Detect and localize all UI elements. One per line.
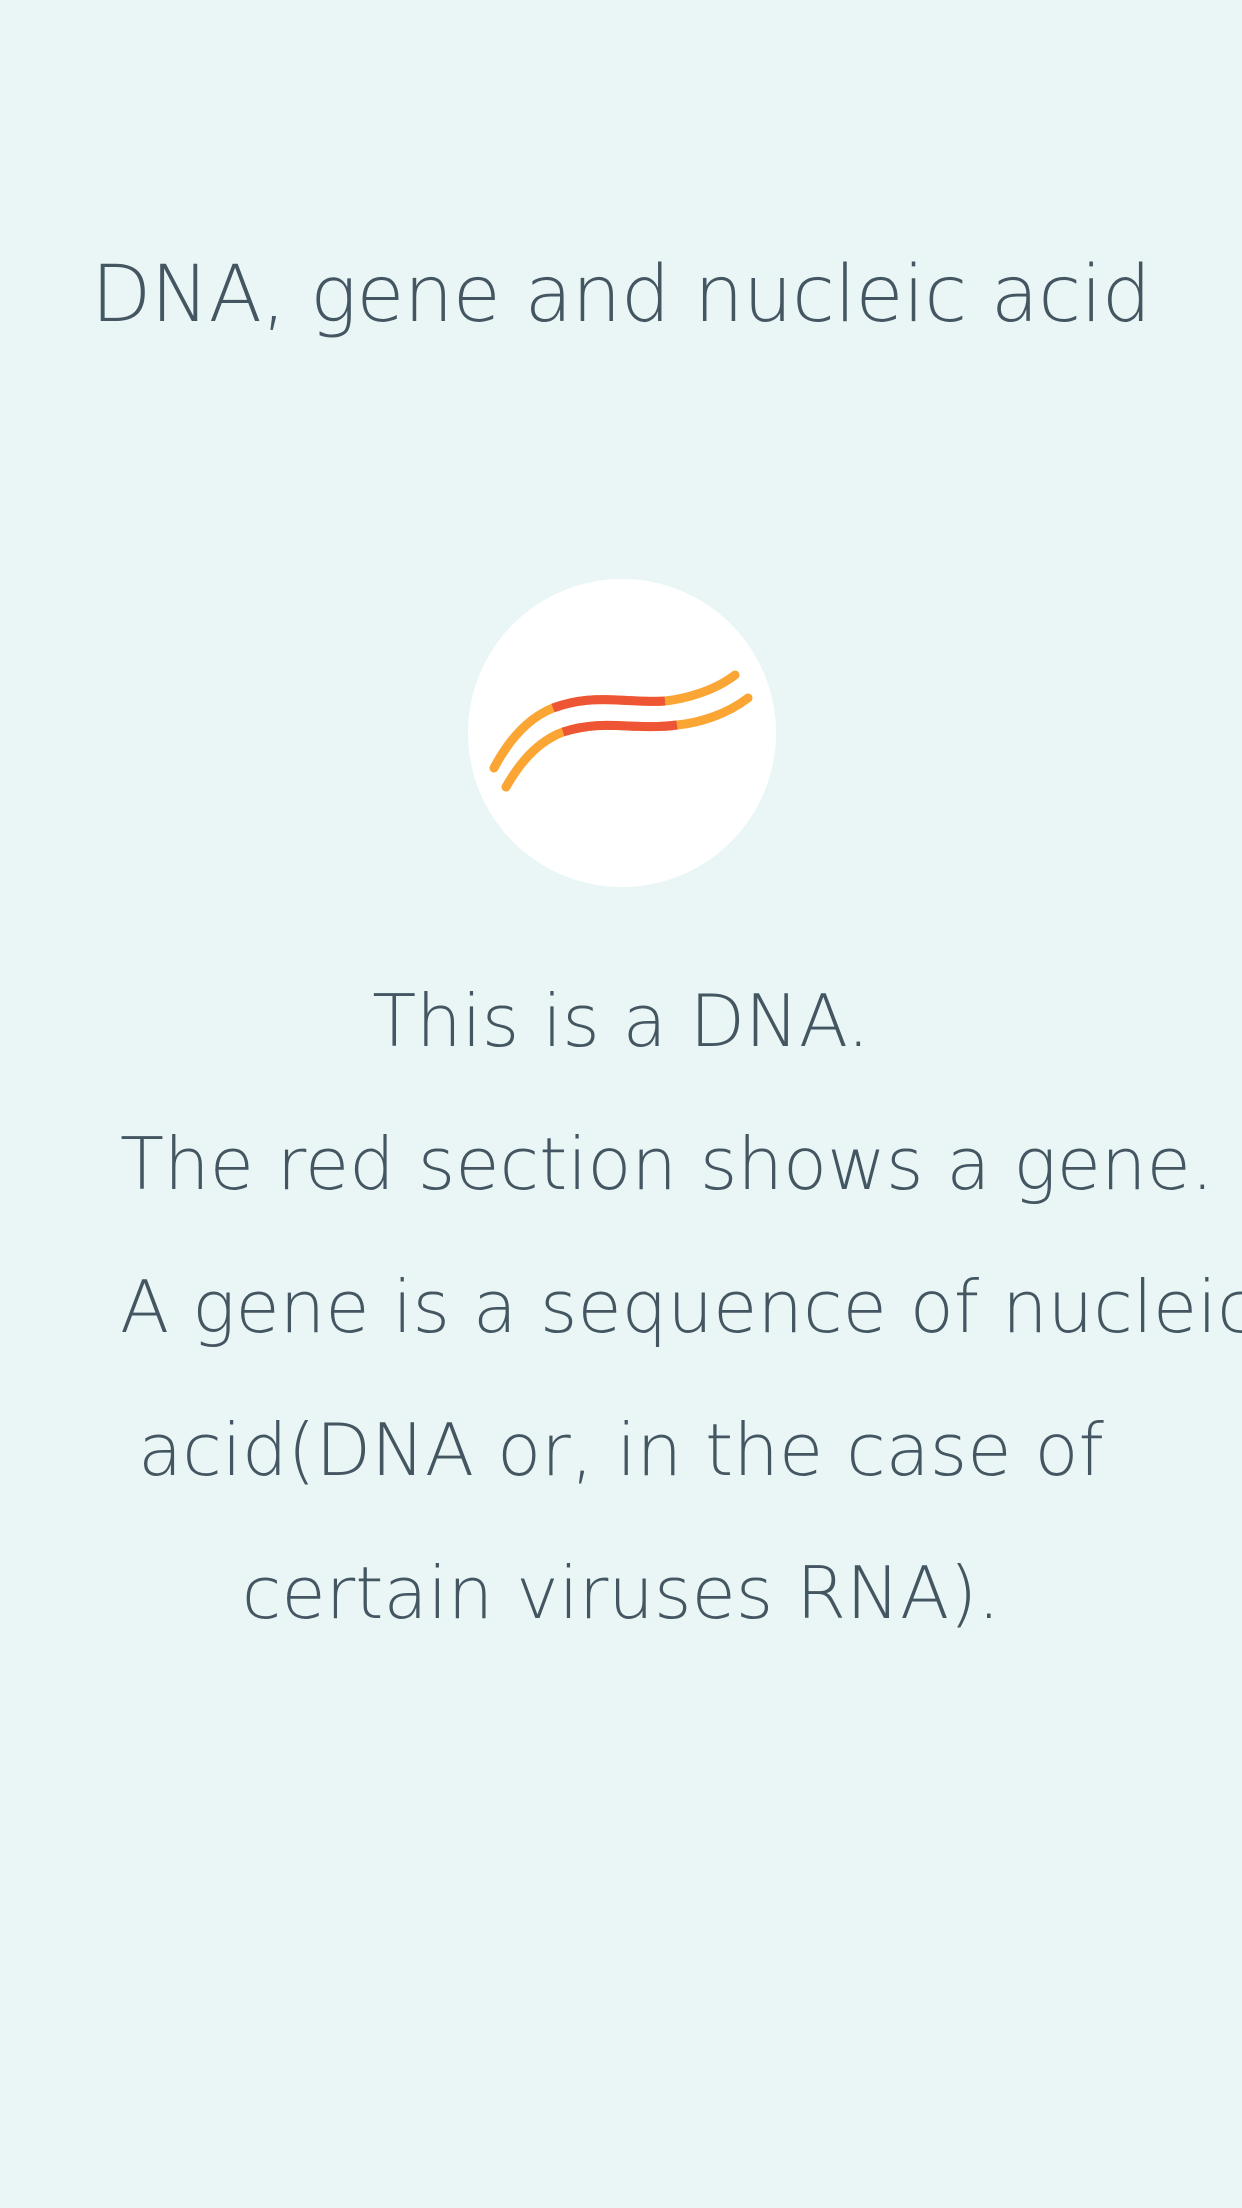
illustration-circle	[468, 579, 776, 887]
description-line-1: This is a DNA.	[372, 979, 870, 1063]
description-line-5: certain viruses RNA).	[241, 1551, 1001, 1635]
description-line-3: A gene is a sequence of nucleic	[120, 1265, 1242, 1349]
description-line-2: The red section shows a gene.	[120, 1122, 1214, 1206]
description-line-4: acid(DNA or, in the case of	[138, 1408, 1104, 1492]
description-text: This is a DNA. The red section shows a g…	[120, 950, 1242, 1665]
dna-strand-icon	[489, 670, 753, 792]
gene-section-upper	[551, 695, 666, 713]
gene-section-lower	[561, 720, 678, 737]
page-title: DNA, gene and nucleic acid	[91, 250, 1151, 340]
